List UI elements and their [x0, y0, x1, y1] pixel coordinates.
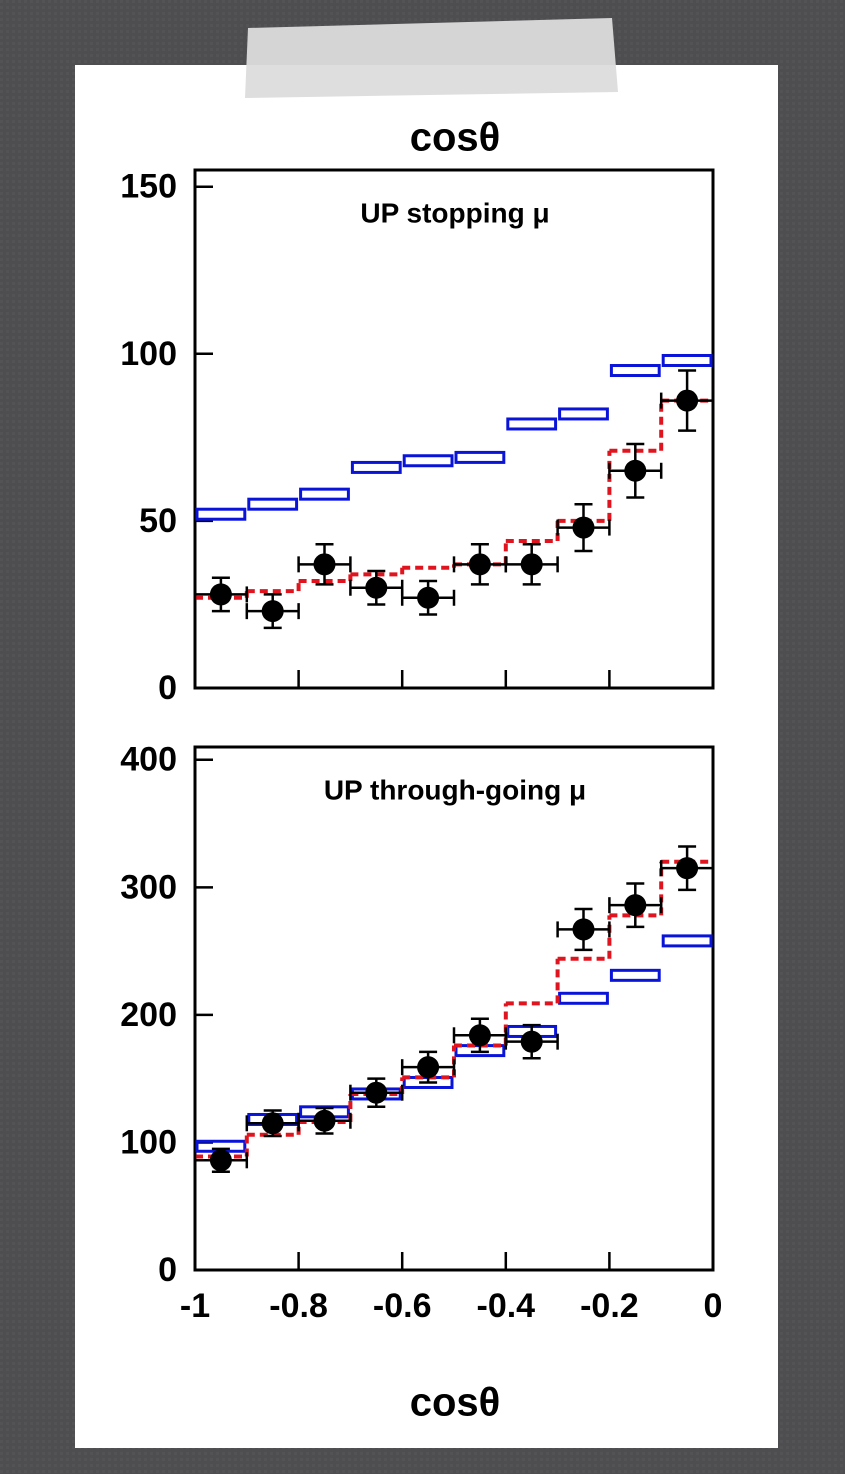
- no-oscillation-box: [454, 450, 506, 464]
- frame: [193, 745, 715, 1272]
- y-tick-label: 200: [120, 996, 177, 1034]
- no-oscillation-box: [609, 364, 661, 378]
- no-oscillation-box: [299, 487, 350, 501]
- data-point: [624, 894, 647, 917]
- x-axis-label: cosθ: [410, 1381, 501, 1425]
- data-point: [676, 389, 699, 412]
- data-point: [313, 1109, 336, 1132]
- data-point: [468, 1024, 491, 1047]
- data-point: [261, 600, 284, 623]
- data-point: [417, 1056, 440, 1079]
- data-point: [572, 516, 595, 539]
- no-oscillation-box: [402, 454, 454, 468]
- x-axis-label: cosθ: [410, 116, 501, 160]
- y-tick-label: 100: [120, 335, 177, 373]
- x-tick-label: -0.2: [580, 1287, 639, 1325]
- data-point: [261, 1112, 284, 1135]
- no-oscillation-box: [609, 968, 661, 982]
- data-point: [313, 553, 336, 576]
- data-point: [365, 1081, 388, 1104]
- data-point: [209, 1149, 232, 1172]
- no-oscillation-box: [558, 407, 609, 421]
- y-tick-label: 50: [139, 502, 177, 540]
- card: [75, 65, 778, 1448]
- no-oscillation-box: [661, 934, 713, 948]
- frame: [193, 168, 715, 690]
- data-point: [520, 553, 543, 576]
- y-tick-label: 0: [158, 669, 177, 707]
- data-point: [520, 1030, 543, 1053]
- no-oscillation-box: [661, 353, 713, 367]
- y-tick-label: 150: [120, 168, 177, 206]
- no-oscillation-box: [506, 417, 558, 431]
- data-point: [572, 918, 595, 941]
- data-point: [676, 857, 699, 880]
- y-tick-label: 400: [120, 741, 177, 779]
- annotation: UP stopping μ: [360, 197, 549, 228]
- x-tick-label: -0.4: [477, 1287, 536, 1325]
- x-tick-label: -0.6: [373, 1287, 432, 1325]
- x-tick-label: 0: [704, 1287, 723, 1325]
- x-tick-label: -0.8: [269, 1287, 328, 1325]
- no-oscillation-box: [247, 497, 299, 511]
- no-oscillation-box: [195, 507, 247, 521]
- data-point: [417, 586, 440, 609]
- data-point: [624, 459, 647, 482]
- plot-area: 0 50 100 150 cosθ UP stopping μ 0 100 200 300 400 -…: [120, 116, 722, 1425]
- annotation: UP through-going μ: [324, 774, 586, 805]
- y-tick-label: 300: [120, 868, 177, 906]
- data-point: [209, 583, 232, 606]
- x-tick-label: -1: [180, 1287, 210, 1325]
- data-point: [468, 553, 491, 576]
- y-tick-label: 0: [158, 1251, 177, 1289]
- no-oscillation-box: [350, 460, 402, 474]
- data-point: [365, 576, 388, 599]
- y-tick-label: 100: [120, 1123, 177, 1161]
- tape: [245, 18, 618, 98]
